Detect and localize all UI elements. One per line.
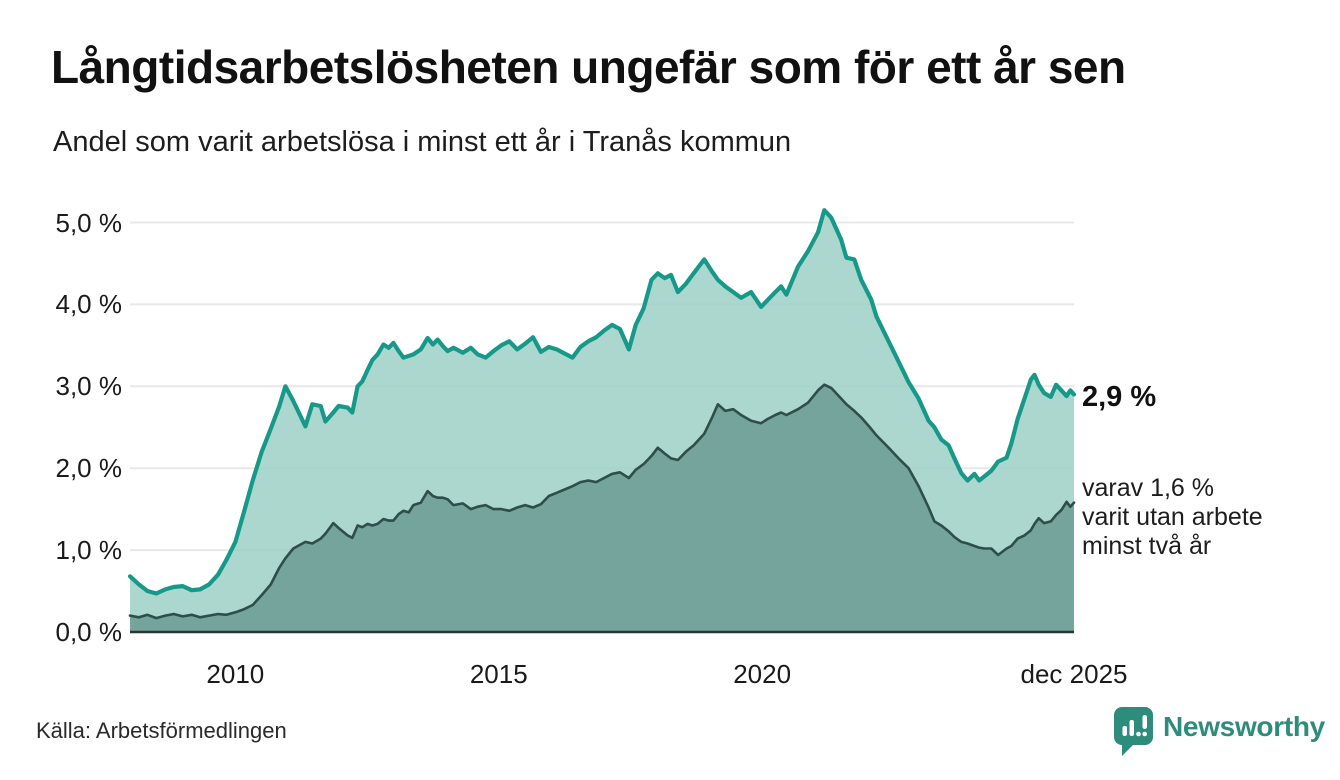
source-note: Källa: Arbetsförmedlingen bbox=[36, 718, 287, 743]
line-two-years bbox=[128, 383, 1076, 620]
y-tick-label: 1,0 % bbox=[55, 535, 123, 566]
annotation-line: minst två år bbox=[1082, 532, 1212, 560]
y-tick-label: 4,0 % bbox=[55, 289, 123, 320]
newsworthy-bubble-icon bbox=[1114, 707, 1153, 756]
annotation-line: varav 1,6 % bbox=[1082, 474, 1215, 502]
page-subtitle: Andel som varit arbetslösa i minst ett å… bbox=[53, 126, 792, 158]
x-tick-label: 2015 bbox=[469, 659, 528, 689]
page-title: Långtidsarbetslösheten ungefär som för e… bbox=[51, 41, 1126, 93]
brand-logo: Newsworthy bbox=[1114, 706, 1325, 758]
brand-name: Newsworthy bbox=[1163, 711, 1325, 742]
y-tick-label: 2,0 % bbox=[55, 453, 123, 484]
x-tick-label: 2010 bbox=[206, 659, 265, 689]
y-tick-label: 0,0 % bbox=[55, 617, 123, 647]
secondary-value-annotation: varav 1,6 % varit utan arbete minst två … bbox=[1082, 474, 1263, 561]
y-tick-label: 5,0 % bbox=[55, 207, 123, 238]
x-tick-label: 2020 bbox=[733, 659, 792, 689]
latest-value-label: 2,9 % bbox=[1082, 381, 1157, 413]
annotation-line: varit utan arbete bbox=[1082, 503, 1263, 531]
y-tick-label: 3,0 % bbox=[55, 371, 123, 402]
x-tick-label: dec 2025 bbox=[1020, 659, 1128, 689]
line-one-year bbox=[127, 208, 1077, 596]
area-two-years bbox=[130, 384, 1074, 632]
